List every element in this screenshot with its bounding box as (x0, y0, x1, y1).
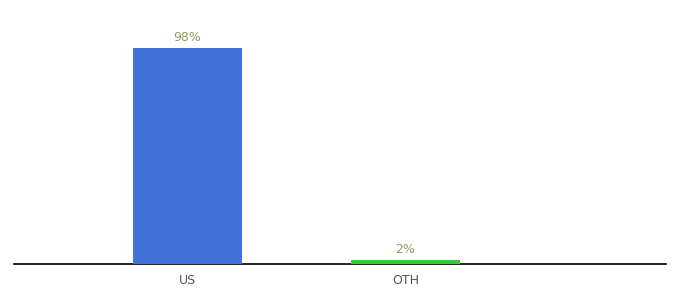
Bar (133, 47, 242, 264)
Bar (351, 260, 460, 264)
Text: 98%: 98% (174, 31, 201, 44)
Text: 2%: 2% (395, 243, 415, 256)
